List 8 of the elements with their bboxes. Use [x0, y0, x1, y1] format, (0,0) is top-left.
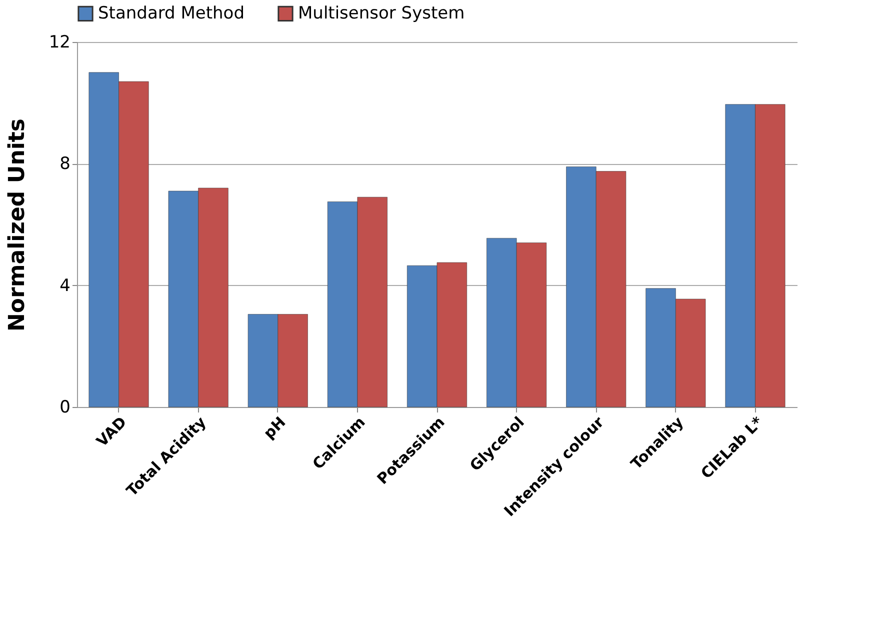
y-tick-label: 12	[48, 32, 70, 52]
y-axis-title: Normalized Units	[4, 118, 30, 332]
y-tick-label: 4	[60, 276, 70, 296]
legend-label: Standard Method	[98, 4, 245, 24]
y-tick-label: 0	[60, 398, 70, 418]
legend-label: Multisensor System	[298, 4, 465, 24]
y-tick-label: 8	[60, 154, 70, 174]
x-tick-label: pH	[260, 413, 290, 442]
